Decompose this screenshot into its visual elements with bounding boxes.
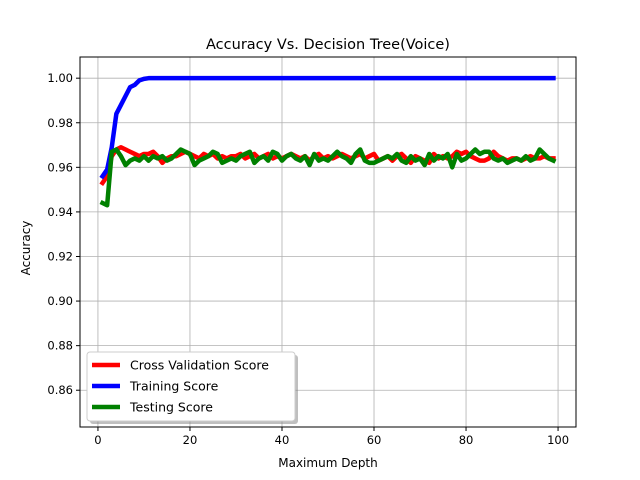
y-tick-label: 0.90 bbox=[47, 294, 73, 308]
legend-label: Cross Validation Score bbox=[130, 358, 269, 373]
y-axis-label: Accuracy bbox=[19, 221, 33, 276]
x-tick-label: 100 bbox=[547, 433, 569, 447]
legend-label: Training Score bbox=[129, 379, 219, 394]
y-axis: 0.86 0.88 0.90 0.92 0.94 0.96 0.98 1.00 bbox=[47, 71, 80, 397]
series-line-2 bbox=[99, 75, 556, 180]
legend-box bbox=[86, 351, 296, 422]
x-tick-label: 60 bbox=[367, 433, 382, 447]
y-tick-label: 0.92 bbox=[47, 249, 73, 263]
y-tick-label: 0.88 bbox=[47, 339, 73, 353]
y-tick-label: 0.94 bbox=[47, 205, 73, 219]
x-tick-label: 40 bbox=[275, 433, 290, 447]
y-tick-label: 0.86 bbox=[47, 383, 73, 397]
legend-label: Testing Score bbox=[129, 400, 213, 415]
y-tick-label: 0.96 bbox=[47, 160, 73, 174]
grid bbox=[80, 57, 576, 427]
x-axis-label: Maximum Depth bbox=[278, 456, 378, 470]
series-layer bbox=[99, 75, 557, 208]
legend: Cross Validation Score Training Score Test… bbox=[86, 351, 298, 424]
x-tick-label: 20 bbox=[183, 433, 198, 447]
x-tick-label: 0 bbox=[94, 433, 101, 447]
series-line-3 bbox=[99, 147, 557, 208]
plot-frame bbox=[79, 56, 577, 428]
y-tick-label: 1.00 bbox=[47, 71, 73, 85]
x-axis: 0 20 40 60 80 100 bbox=[94, 427, 569, 447]
x-tick-label: 80 bbox=[459, 433, 474, 447]
chart-title: Accuracy Vs. Decision Tree(Voice) bbox=[206, 37, 450, 53]
y-tick-label: 0.98 bbox=[47, 116, 73, 130]
